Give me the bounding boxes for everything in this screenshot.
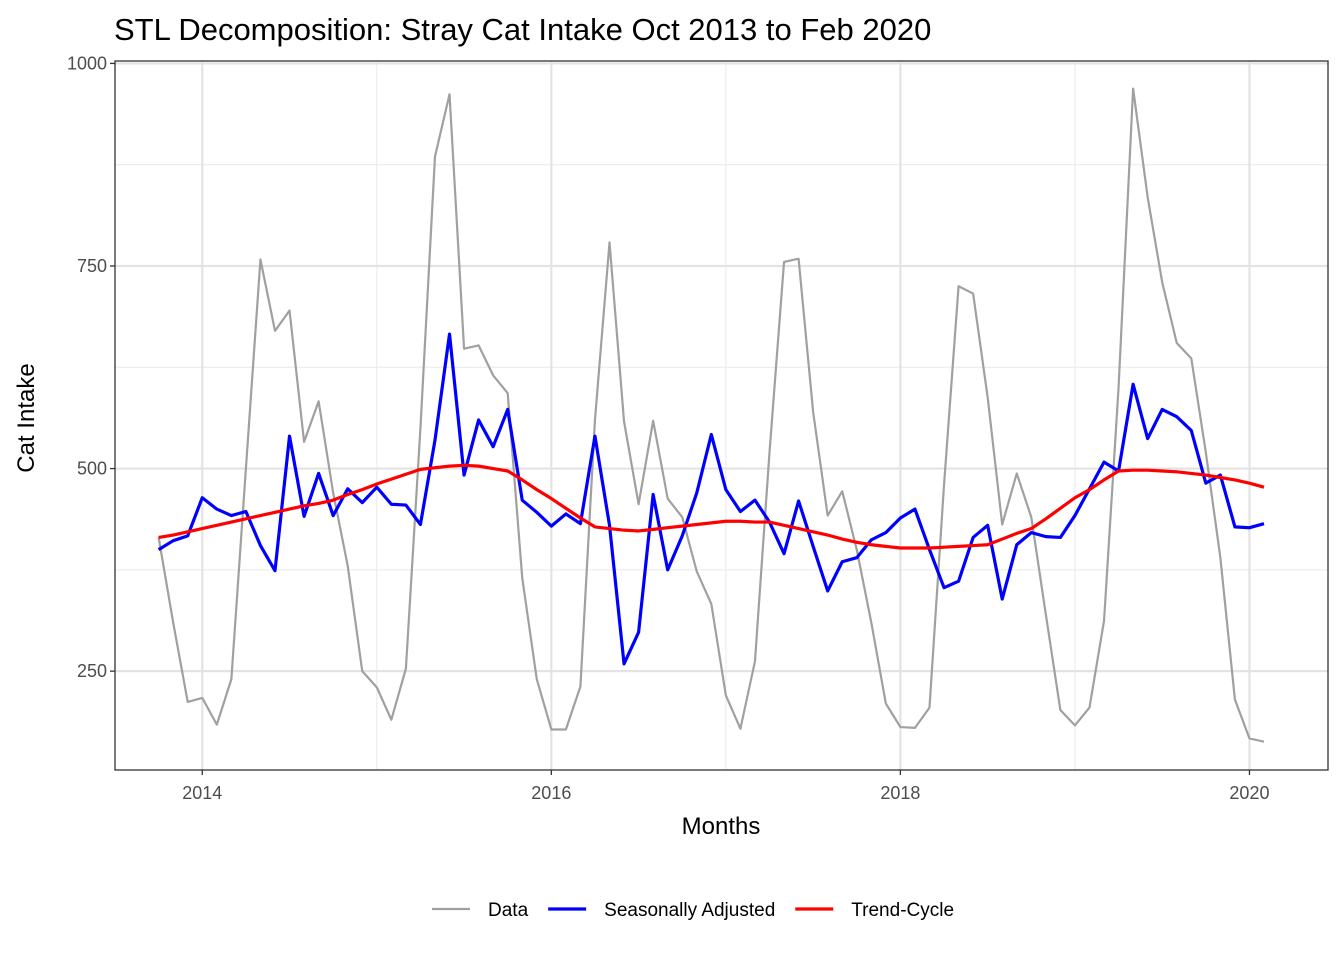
plot-panel-border [114,60,1329,771]
x-tick-label: 2020 [1229,783,1269,803]
series-layer [157,87,1265,743]
y-tick-label: 250 [77,661,107,681]
legend-label-seasonally-adjusted: Seasonally Adjusted [604,900,775,921]
x-tick-label: 2016 [531,783,571,803]
y-tick-label: 1000 [67,53,107,73]
legend-label-trend-cycle: Trend-Cycle [851,900,954,921]
y-tick-label: 750 [77,256,107,276]
series-line-seasonally-adjusted [157,332,1265,666]
legend: Data Seasonally Adjusted Trend-Cycle [432,900,954,921]
y-tick-label: 500 [77,459,107,479]
legend-label-data: Data [488,900,529,921]
legend-item-trend-cycle: Trend-Cycle [795,900,954,921]
x-axis-title: Months [682,813,761,840]
series-line-data [157,87,1265,743]
y-axis-title: Cat Intake [13,363,40,472]
x-tick-label: 2014 [182,783,222,803]
axis-layer: 2014 2016 2018 2020 250 500 750 1000 [67,53,1270,803]
legend-item-seasonally-adjusted: Seasonally Adjusted [548,900,775,921]
x-tick-label: 2018 [880,783,920,803]
series-line-trend-cycle [158,463,1265,550]
grid-layer [115,61,1328,770]
legend-item-data: Data [432,900,529,921]
chart-title: STL Decomposition: Stray Cat Intake Oct … [114,12,931,47]
